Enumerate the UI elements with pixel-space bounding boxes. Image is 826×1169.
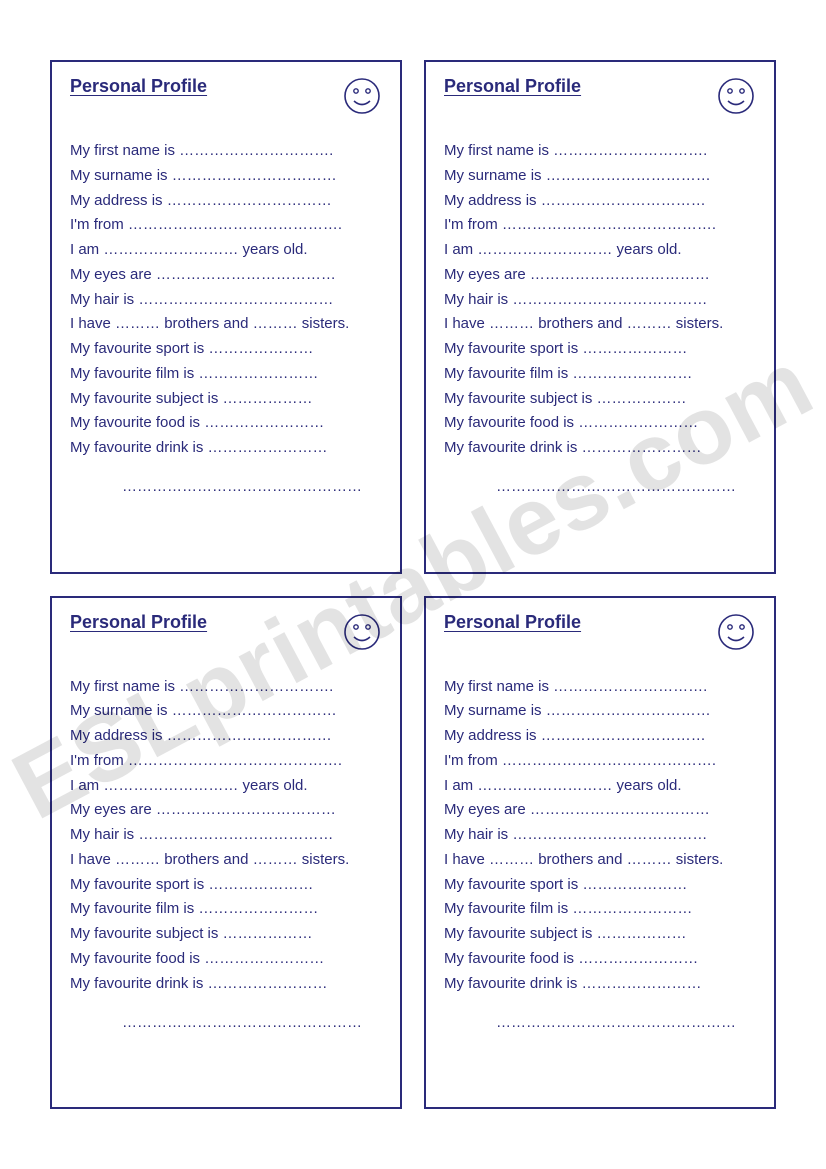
card-title: Personal Profile (444, 76, 581, 97)
profile-card: Personal Profile My first name is ………………… (50, 60, 402, 574)
profile-line: I have ……… brothers and ……… sisters. (444, 850, 756, 870)
profile-line: My favourite food is …………………… (70, 949, 382, 969)
signature-line: ………………………………………… (444, 478, 756, 495)
profile-line: My first name is …………………………. (70, 141, 382, 161)
profile-line: My favourite subject is ……………… (444, 389, 756, 409)
profile-line: My surname is …………………………… (70, 166, 382, 186)
profile-lines: My first name is …………………………. My surname … (70, 677, 382, 994)
profile-line: My surname is …………………………… (444, 166, 756, 186)
profile-line: My favourite film is …………………… (444, 899, 756, 919)
profile-line: My favourite sport is ………………… (70, 875, 382, 895)
profile-line: My favourite drink is …………………… (70, 974, 382, 994)
profile-line: My favourite food is …………………… (70, 413, 382, 433)
worksheet-grid: Personal Profile My first name is ………………… (50, 60, 776, 1109)
profile-line: My surname is …………………………… (70, 701, 382, 721)
profile-line: I have ……… brothers and ……… sisters. (444, 314, 756, 334)
profile-line: My eyes are ……………………………… (70, 800, 382, 820)
card-header: Personal Profile (70, 76, 382, 121)
profile-line: My favourite sport is ………………… (444, 875, 756, 895)
profile-line: I'm from ……………………………………. (444, 215, 756, 235)
signature-line: ………………………………………… (70, 1014, 382, 1031)
profile-line: My first name is …………………………. (444, 677, 756, 697)
profile-lines: My first name is …………………………. My surname … (444, 677, 756, 994)
profile-line: I am ……………………… years old. (444, 776, 756, 796)
profile-line: My hair is ………………………………… (70, 825, 382, 845)
profile-line: My hair is ………………………………… (70, 290, 382, 310)
profile-line: My eyes are ……………………………… (444, 800, 756, 820)
profile-lines: My first name is …………………………. My surname … (444, 141, 756, 458)
profile-line: I have ……… brothers and ……… sisters. (70, 314, 382, 334)
profile-lines: My first name is …………………………. My surname … (70, 141, 382, 458)
card-header: Personal Profile (444, 612, 756, 657)
profile-line: My address is …………………………… (70, 726, 382, 746)
profile-line: My favourite film is …………………… (70, 364, 382, 384)
profile-line: My favourite film is …………………… (444, 364, 756, 384)
profile-line: My eyes are ……………………………… (70, 265, 382, 285)
card-header: Personal Profile (70, 612, 382, 657)
signature-line: ………………………………………… (444, 1014, 756, 1031)
profile-line: My surname is …………………………… (444, 701, 756, 721)
profile-card: Personal Profile My first name is ………………… (424, 60, 776, 574)
profile-line: My address is …………………………… (444, 726, 756, 746)
profile-line: I am ……………………… years old. (444, 240, 756, 260)
profile-line: My favourite food is …………………… (444, 413, 756, 433)
card-title: Personal Profile (70, 612, 207, 633)
profile-line: My favourite film is …………………… (70, 899, 382, 919)
signature-line: ………………………………………… (70, 478, 382, 495)
profile-line: My hair is ………………………………… (444, 290, 756, 310)
profile-line: I'm from ……………………………………. (70, 215, 382, 235)
profile-line: My eyes are ……………………………… (444, 265, 756, 285)
profile-card: Personal Profile My first name is ………………… (424, 596, 776, 1110)
smiley-icon (342, 612, 382, 657)
profile-line: I am ……………………… years old. (70, 776, 382, 796)
profile-line: My first name is …………………………. (70, 677, 382, 697)
profile-line: I have ……… brothers and ……… sisters. (70, 850, 382, 870)
card-title: Personal Profile (70, 76, 207, 97)
profile-line: My first name is …………………………. (444, 141, 756, 161)
card-title: Personal Profile (444, 612, 581, 633)
smiley-icon (716, 612, 756, 657)
smiley-icon (342, 76, 382, 121)
profile-line: My favourite subject is ……………… (70, 389, 382, 409)
profile-line: My favourite sport is ………………… (444, 339, 756, 359)
profile-line: My favourite food is …………………… (444, 949, 756, 969)
profile-line: My address is …………………………… (70, 191, 382, 211)
profile-line: My favourite drink is …………………… (70, 438, 382, 458)
profile-line: My favourite sport is ………………… (70, 339, 382, 359)
card-header: Personal Profile (444, 76, 756, 121)
profile-line: I'm from ……………………………………. (70, 751, 382, 771)
profile-line: My hair is ………………………………… (444, 825, 756, 845)
profile-line: My address is …………………………… (444, 191, 756, 211)
profile-line: My favourite subject is ……………… (444, 924, 756, 944)
smiley-icon (716, 76, 756, 121)
profile-line: I am ……………………… years old. (70, 240, 382, 260)
profile-line: My favourite subject is ……………… (70, 924, 382, 944)
profile-card: Personal Profile My first name is ………………… (50, 596, 402, 1110)
profile-line: My favourite drink is …………………… (444, 438, 756, 458)
profile-line: I'm from ……………………………………. (444, 751, 756, 771)
profile-line: My favourite drink is …………………… (444, 974, 756, 994)
